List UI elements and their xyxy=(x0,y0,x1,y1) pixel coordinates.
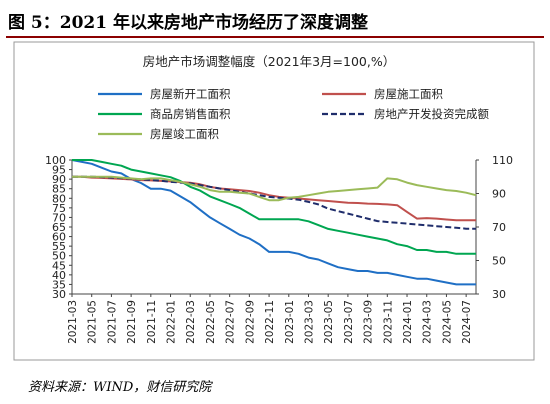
series-lines xyxy=(71,159,477,286)
series-line xyxy=(72,159,476,255)
legend-label: 房地产开发投资完成额 xyxy=(374,107,489,121)
x-tick-label: 2023-03 xyxy=(303,300,315,344)
left-tick-label: 50 xyxy=(52,250,66,263)
x-tick-label: 2021-07 xyxy=(106,300,118,344)
chart-container: 房地产市场调整幅度（2021年3月=100,%） 房屋新开工面积 房屋施工面积商品… xyxy=(6,40,544,362)
left-tick-label: 30 xyxy=(52,288,66,301)
left-tick-label: 90 xyxy=(52,173,66,186)
right-tick-label: 30 xyxy=(492,288,506,301)
legend-label: 房屋竣工面积 xyxy=(150,127,219,141)
right-tick-label: 50 xyxy=(492,255,506,268)
left-tick-label: 80 xyxy=(52,192,66,205)
left-tick-label: 35 xyxy=(52,278,66,291)
x-tick-label: 2022-07 xyxy=(225,300,237,344)
x-tick-label: 2022-05 xyxy=(205,300,217,344)
chart-title: 房地产市场调整幅度（2021年3月=100,%） xyxy=(143,54,395,69)
x-tick-label: 2022-03 xyxy=(185,300,197,344)
left-tick-label: 95 xyxy=(52,164,66,177)
left-tick-label: 75 xyxy=(52,202,66,215)
x-tick-label: 2022-11 xyxy=(264,300,276,344)
line-chart: 房地产市场调整幅度（2021年3月=100,%） 房屋新开工面积 房屋施工面积商品… xyxy=(13,41,535,361)
legend-label: 房屋施工面积 xyxy=(374,87,443,101)
figure-title: 图 5：2021 年以来房地产市场经历了深度调整 xyxy=(8,13,368,33)
x-tick-label: 2023-07 xyxy=(343,300,355,344)
x-tick-label: 2022-01 xyxy=(166,300,178,344)
x-tick-label: 2023-05 xyxy=(323,300,335,344)
left-tick-label: 60 xyxy=(52,231,66,244)
x-tick-label: 2023-09 xyxy=(363,300,375,344)
right-tick-label: 110 xyxy=(492,154,513,167)
x-tick-label: 2024-05 xyxy=(441,300,453,344)
left-tick-label: 70 xyxy=(52,211,66,224)
left-tick-label: 85 xyxy=(52,183,66,196)
left-tick-label: 65 xyxy=(52,221,66,234)
x-tick-label: 2024-07 xyxy=(461,300,473,344)
series-line xyxy=(71,159,476,286)
title-divider xyxy=(6,36,544,38)
x-tick-label: 2023-11 xyxy=(382,300,394,344)
right-tick-label: 90 xyxy=(492,188,506,201)
left-tick-label: 55 xyxy=(52,240,66,253)
x-tick-label: 2021-11 xyxy=(146,300,158,344)
x-tick-label: 2022-09 xyxy=(244,300,256,344)
x-tick-label: 2021-03 xyxy=(67,300,79,344)
right-tick-label: 70 xyxy=(492,221,506,234)
left-tick-label: 40 xyxy=(52,269,66,282)
x-tick-label: 2024-03 xyxy=(422,300,434,344)
left-tick-label: 100 xyxy=(45,154,66,167)
legend-label: 商品房销售面积 xyxy=(150,107,231,121)
legend-label: 房屋新开工面积 xyxy=(150,87,231,101)
x-tick-label: 2024-01 xyxy=(402,300,414,344)
x-tick-label: 2021-09 xyxy=(126,300,138,344)
series-line xyxy=(72,175,477,202)
x-tick-label: 2023-01 xyxy=(284,300,296,344)
x-tick-label: 2021-05 xyxy=(87,300,99,344)
left-tick-label: 45 xyxy=(52,259,66,272)
axes: 3035404550556065707580859095100305070901… xyxy=(45,154,513,344)
source-note: 资料来源：WIND，财信研究院 xyxy=(28,380,212,395)
